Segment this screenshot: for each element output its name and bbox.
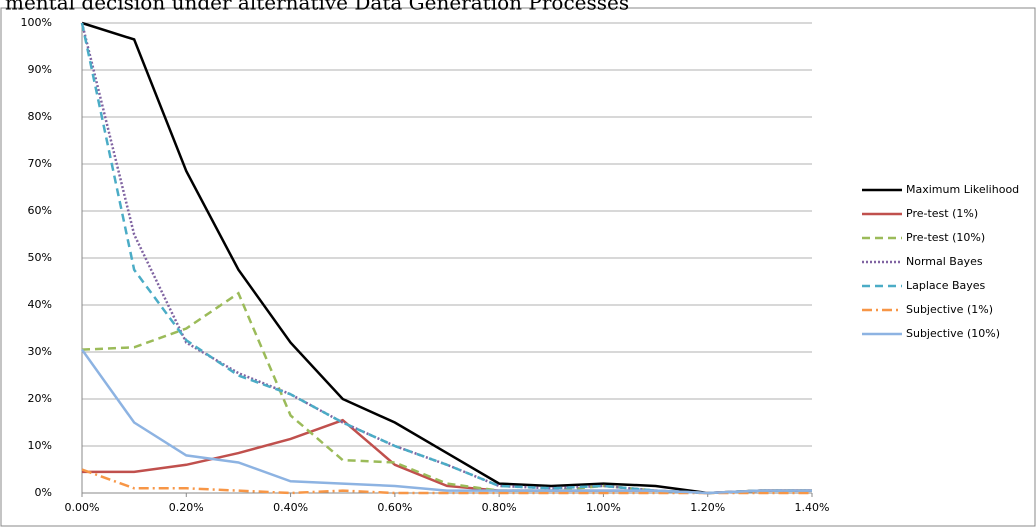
y-tick-label: 30% — [28, 345, 52, 358]
x-tick-label: 0.80% — [482, 501, 517, 514]
legend-label: Laplace Bayes — [906, 279, 986, 292]
series-line — [80, 348, 812, 495]
y-tick-label: 20% — [28, 392, 52, 405]
y-tick-label: 40% — [28, 298, 52, 311]
y-tick-label: 0% — [35, 486, 52, 499]
series-line — [80, 22, 812, 495]
y-tick-label: 60% — [28, 204, 52, 217]
y-tick-label: 90% — [28, 63, 52, 76]
legend-label: Normal Bayes — [906, 255, 983, 268]
y-tick-label: 50% — [28, 251, 52, 264]
x-tick-label: 0.60% — [377, 501, 412, 514]
y-tick-label: 80% — [28, 110, 52, 123]
x-tick-label: 1.00% — [586, 501, 621, 514]
series-line — [81, 21, 812, 495]
series-line — [81, 468, 812, 495]
x-tick-label: 1.20% — [690, 501, 725, 514]
legend-label: Subjective (1%) — [906, 303, 993, 316]
legend-label: Pre-test (1%) — [906, 207, 978, 220]
chart-title: mental decision under alternative Data G… — [5, 0, 629, 15]
x-tick-label: 0.40% — [273, 501, 308, 514]
chart-frame — [0, 7, 1036, 527]
x-tick-label: 0.20% — [169, 501, 204, 514]
legend-label: Pre-test (10%) — [906, 231, 985, 244]
legend-label: Subjective (10%) — [906, 327, 1000, 340]
y-tick-label: 70% — [28, 157, 52, 170]
y-tick-label: 100% — [21, 16, 52, 29]
y-tick-label: 10% — [28, 439, 52, 452]
x-tick-label: 1.40% — [795, 501, 830, 514]
x-tick-label: 0.00% — [65, 501, 100, 514]
legend-label: Maximum Likelihood — [906, 183, 1019, 196]
